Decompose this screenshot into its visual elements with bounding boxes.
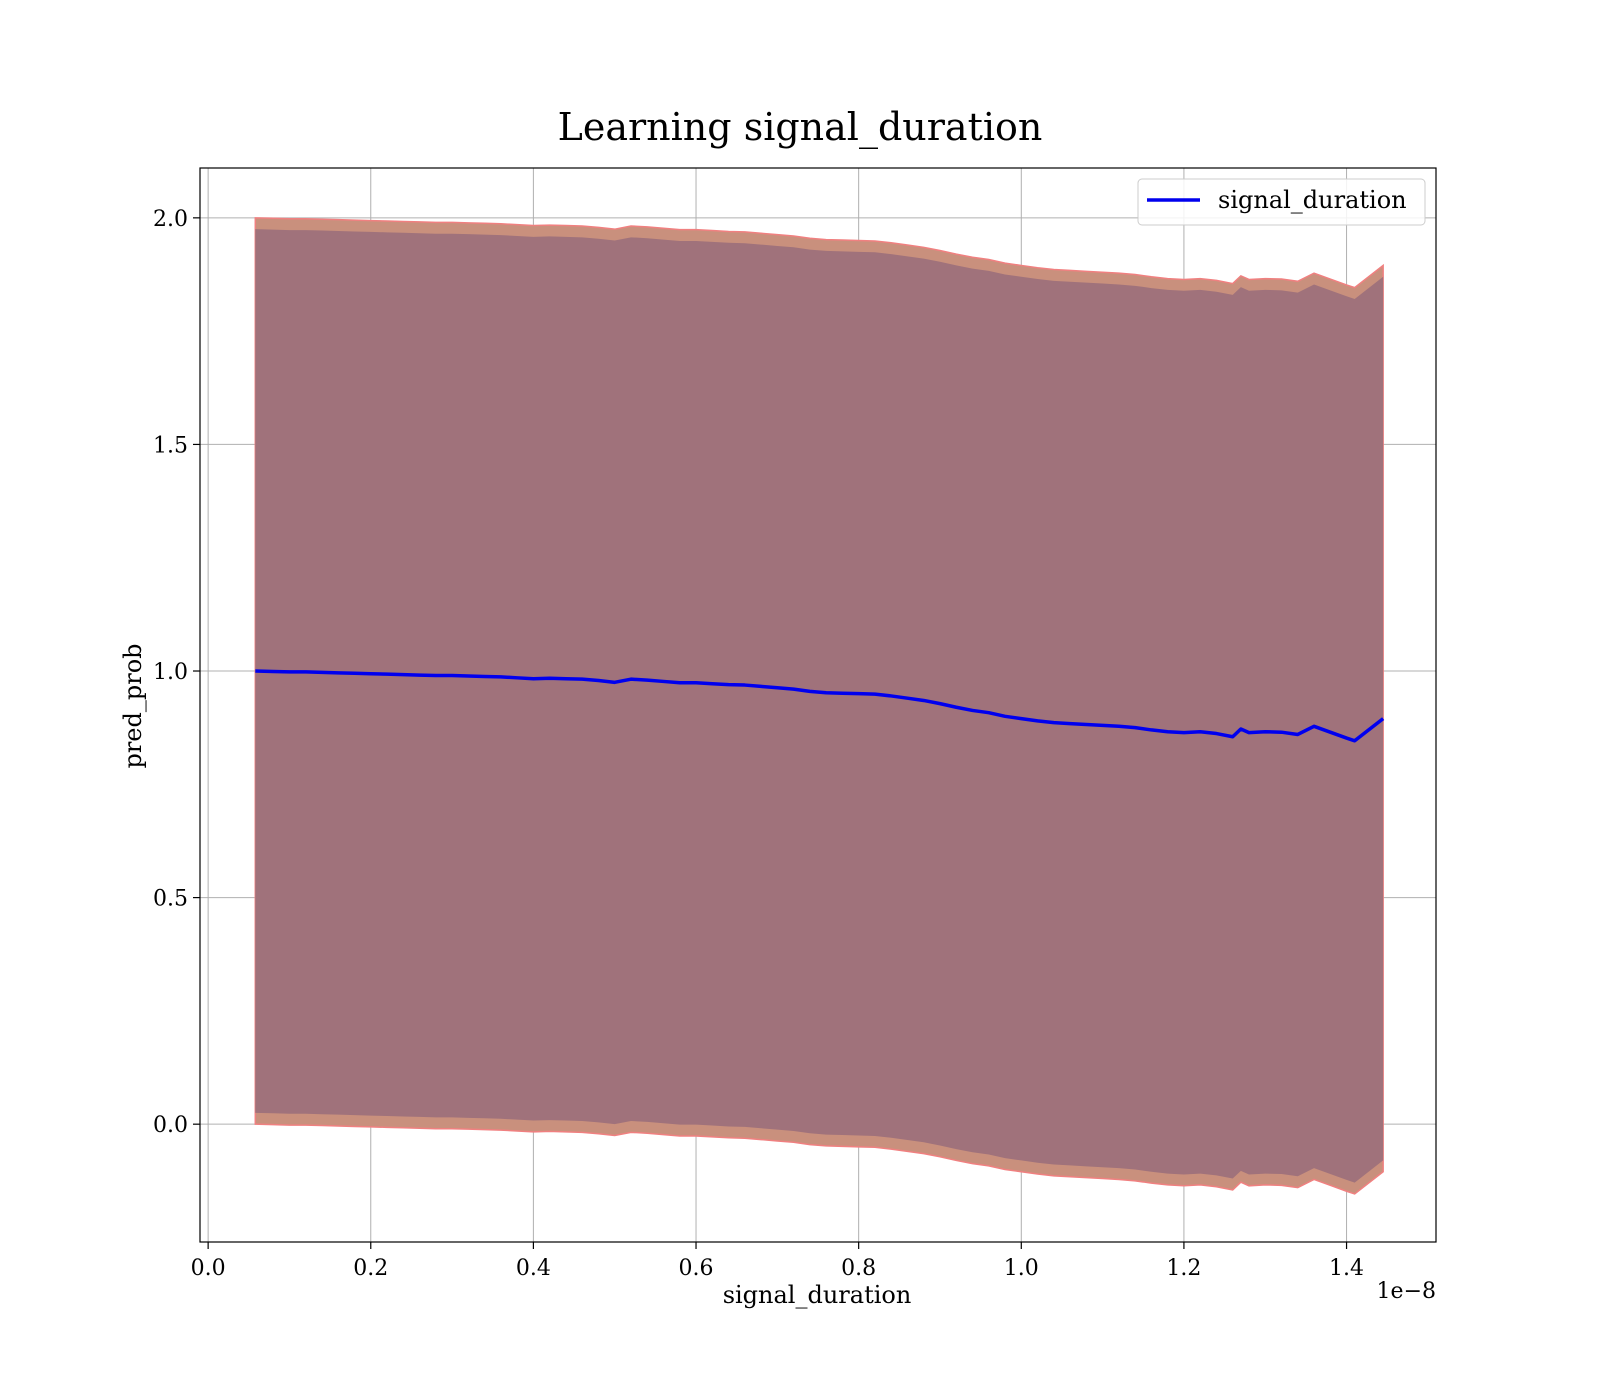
x-tick-label-7: 1.4 xyxy=(1329,1256,1364,1281)
legend-label: signal_duration xyxy=(1218,186,1407,214)
y-tick-label-3: 1.5 xyxy=(153,433,188,458)
legend: signal_duration xyxy=(1137,178,1426,226)
x-axis-offset-label: 1e−8 xyxy=(1377,1279,1436,1304)
axis-ticks: 0.0 0.2 0.4 0.6 0.8 1.0 1.2 1.4 0.0 0.5 1.0 1.5 2.0 xyxy=(153,207,1364,1281)
x-tick-label-5: 1.0 xyxy=(1004,1256,1039,1281)
x-axis-label: signal_duration xyxy=(723,1281,912,1309)
y-tick-label-0: 0.0 xyxy=(153,1113,188,1138)
band-inner-0 xyxy=(255,229,1384,1183)
y-axis-label: pred_prob xyxy=(119,643,147,768)
x-tick-label-3: 0.6 xyxy=(679,1256,714,1281)
confidence-bands xyxy=(254,217,1384,1195)
legend-box xyxy=(1137,178,1426,226)
y-tick-label-4: 2.0 xyxy=(153,207,188,232)
x-tick-label-4: 0.8 xyxy=(841,1256,876,1281)
x-tick-label-1: 0.2 xyxy=(353,1256,388,1281)
chart-title: Learning signal_duration xyxy=(558,105,1043,150)
x-tick-label-0: 0.0 xyxy=(191,1256,226,1281)
series-lines xyxy=(255,669,1385,743)
plot-frame xyxy=(199,167,1437,1243)
y-tick-label-2: 1.0 xyxy=(153,660,188,685)
x-tick-label-6: 1.2 xyxy=(1166,1256,1201,1281)
y-tick-label-1: 0.5 xyxy=(153,887,188,912)
series-line-0 xyxy=(255,669,1385,743)
x-tick-label-2: 0.4 xyxy=(516,1256,551,1281)
